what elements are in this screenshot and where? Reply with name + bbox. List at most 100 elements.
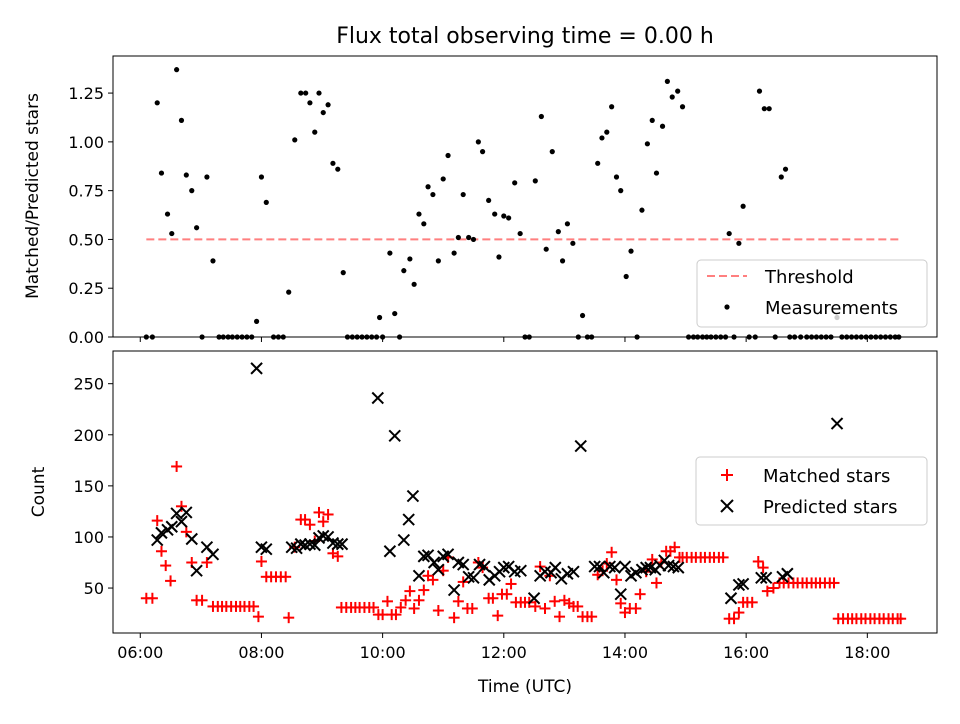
matched-point bbox=[332, 550, 344, 562]
measurement-point bbox=[736, 240, 742, 246]
matched-point bbox=[252, 611, 264, 623]
bottom-plot-frame bbox=[112, 350, 938, 634]
measurement-point bbox=[292, 137, 298, 143]
measurement-point bbox=[644, 141, 650, 147]
top-panel: 0.00 0.25 0.50 0.75 1.00 1.25 Matched/Predict… bbox=[23, 55, 938, 347]
measurement-point bbox=[455, 234, 461, 241]
bottom-panel: 50 100 150 200 250 06:00 08:00 10:00 12:00 14:00… bbox=[29, 350, 938, 697]
matched-point bbox=[322, 508, 334, 520]
matched-point bbox=[505, 578, 517, 590]
predicted-point bbox=[180, 506, 193, 519]
measurement-point bbox=[466, 234, 472, 241]
legend-measurements-label: Measurements bbox=[765, 298, 898, 319]
legend-threshold-label: Threshold bbox=[764, 267, 854, 288]
matched-point bbox=[155, 545, 167, 557]
legend-measurements-swatch bbox=[724, 304, 730, 310]
measurement-point bbox=[164, 211, 171, 217]
measurement-point bbox=[486, 197, 492, 204]
predicted-point bbox=[497, 561, 511, 574]
measurement-point bbox=[204, 174, 210, 180]
y-tick-label: 0.75 bbox=[68, 182, 104, 201]
predicted-point bbox=[567, 565, 580, 578]
measurement-point bbox=[392, 310, 398, 317]
measurement-point bbox=[532, 178, 538, 184]
predicted-point bbox=[830, 417, 844, 430]
predicted-point bbox=[549, 561, 562, 574]
measurement-point bbox=[154, 100, 160, 106]
y-tick-label: 100 bbox=[73, 528, 104, 547]
measurement-point bbox=[479, 149, 486, 155]
measurement-point bbox=[766, 106, 772, 112]
measurement-point bbox=[330, 160, 336, 166]
matched-point bbox=[650, 577, 662, 589]
measurement-point bbox=[325, 102, 331, 108]
predicted-point bbox=[417, 550, 431, 563]
predicted-point bbox=[736, 577, 750, 591]
measurement-point bbox=[194, 225, 200, 231]
predicted-point bbox=[427, 556, 441, 569]
matched-point bbox=[746, 596, 758, 608]
measurement-point bbox=[506, 215, 512, 221]
measurement-point bbox=[604, 129, 610, 135]
measurement-point bbox=[679, 104, 686, 110]
top-legend: Threshold Measurements bbox=[696, 259, 928, 328]
matched-point bbox=[408, 602, 420, 614]
matched-point bbox=[413, 594, 425, 606]
legend-predicted-label: Predicted stars bbox=[763, 497, 897, 518]
measurement-point bbox=[470, 236, 477, 243]
measurement-point bbox=[538, 113, 544, 120]
measurement-point bbox=[653, 170, 660, 176]
predicted-point bbox=[514, 564, 527, 577]
predicted-point bbox=[175, 515, 188, 528]
measurement-point bbox=[599, 135, 605, 141]
y-tick-label: 150 bbox=[73, 477, 104, 496]
measurement-point bbox=[430, 191, 436, 198]
matched-point bbox=[368, 601, 380, 613]
measurement-point bbox=[549, 149, 555, 155]
matched-point bbox=[146, 592, 158, 604]
predicted-point bbox=[629, 566, 643, 579]
bottom-legend: Matched stars Predicted stars bbox=[695, 456, 928, 526]
matched-point bbox=[404, 585, 416, 597]
y-tick-label: 1.25 bbox=[68, 84, 104, 103]
matched-point bbox=[395, 601, 407, 613]
y-tick-label: 50 bbox=[84, 579, 104, 598]
matched-point bbox=[248, 600, 260, 612]
measurement-point bbox=[401, 268, 407, 274]
matched-point bbox=[390, 609, 402, 621]
measurement-point bbox=[559, 258, 566, 264]
y-tick-label: 1.00 bbox=[68, 133, 104, 152]
predicted-point bbox=[388, 429, 401, 443]
top-y-axis-label: Matched/Predicted stars bbox=[23, 93, 43, 299]
matched-point bbox=[717, 551, 729, 563]
predicted-point bbox=[732, 578, 746, 592]
legend-predicted-swatch bbox=[720, 499, 734, 513]
matched-point bbox=[466, 602, 478, 614]
bottom-x-ticks: 06:00 08:00 10:00 12:00 14:00 16:00 18:00 bbox=[117, 633, 890, 662]
predicted-point bbox=[614, 587, 627, 601]
measurement-point bbox=[174, 67, 180, 73]
x-tick-label: 06:00 bbox=[117, 643, 163, 662]
matched-point bbox=[201, 557, 213, 568]
measurement-point bbox=[492, 211, 498, 217]
predicted-point bbox=[206, 548, 220, 561]
measurement-point bbox=[158, 170, 165, 176]
measurement-point bbox=[564, 221, 571, 227]
measurement-point bbox=[623, 273, 629, 280]
predicted-point bbox=[335, 537, 349, 551]
measurement-point bbox=[189, 188, 195, 194]
measurement-point bbox=[335, 166, 341, 172]
matched-point bbox=[487, 592, 499, 604]
predicted-point bbox=[371, 391, 384, 405]
matched-point bbox=[492, 610, 504, 622]
measurement-point bbox=[183, 172, 189, 178]
measurement-point bbox=[579, 312, 586, 319]
measurement-point bbox=[512, 180, 518, 186]
matched-point bbox=[196, 594, 208, 606]
matched-point bbox=[418, 584, 430, 596]
x-tick-label: 12:00 bbox=[481, 643, 527, 662]
top-plot-frame bbox=[112, 55, 938, 338]
measurement-point bbox=[675, 88, 681, 94]
matched-point bbox=[304, 519, 316, 531]
measurement-point bbox=[669, 94, 675, 100]
